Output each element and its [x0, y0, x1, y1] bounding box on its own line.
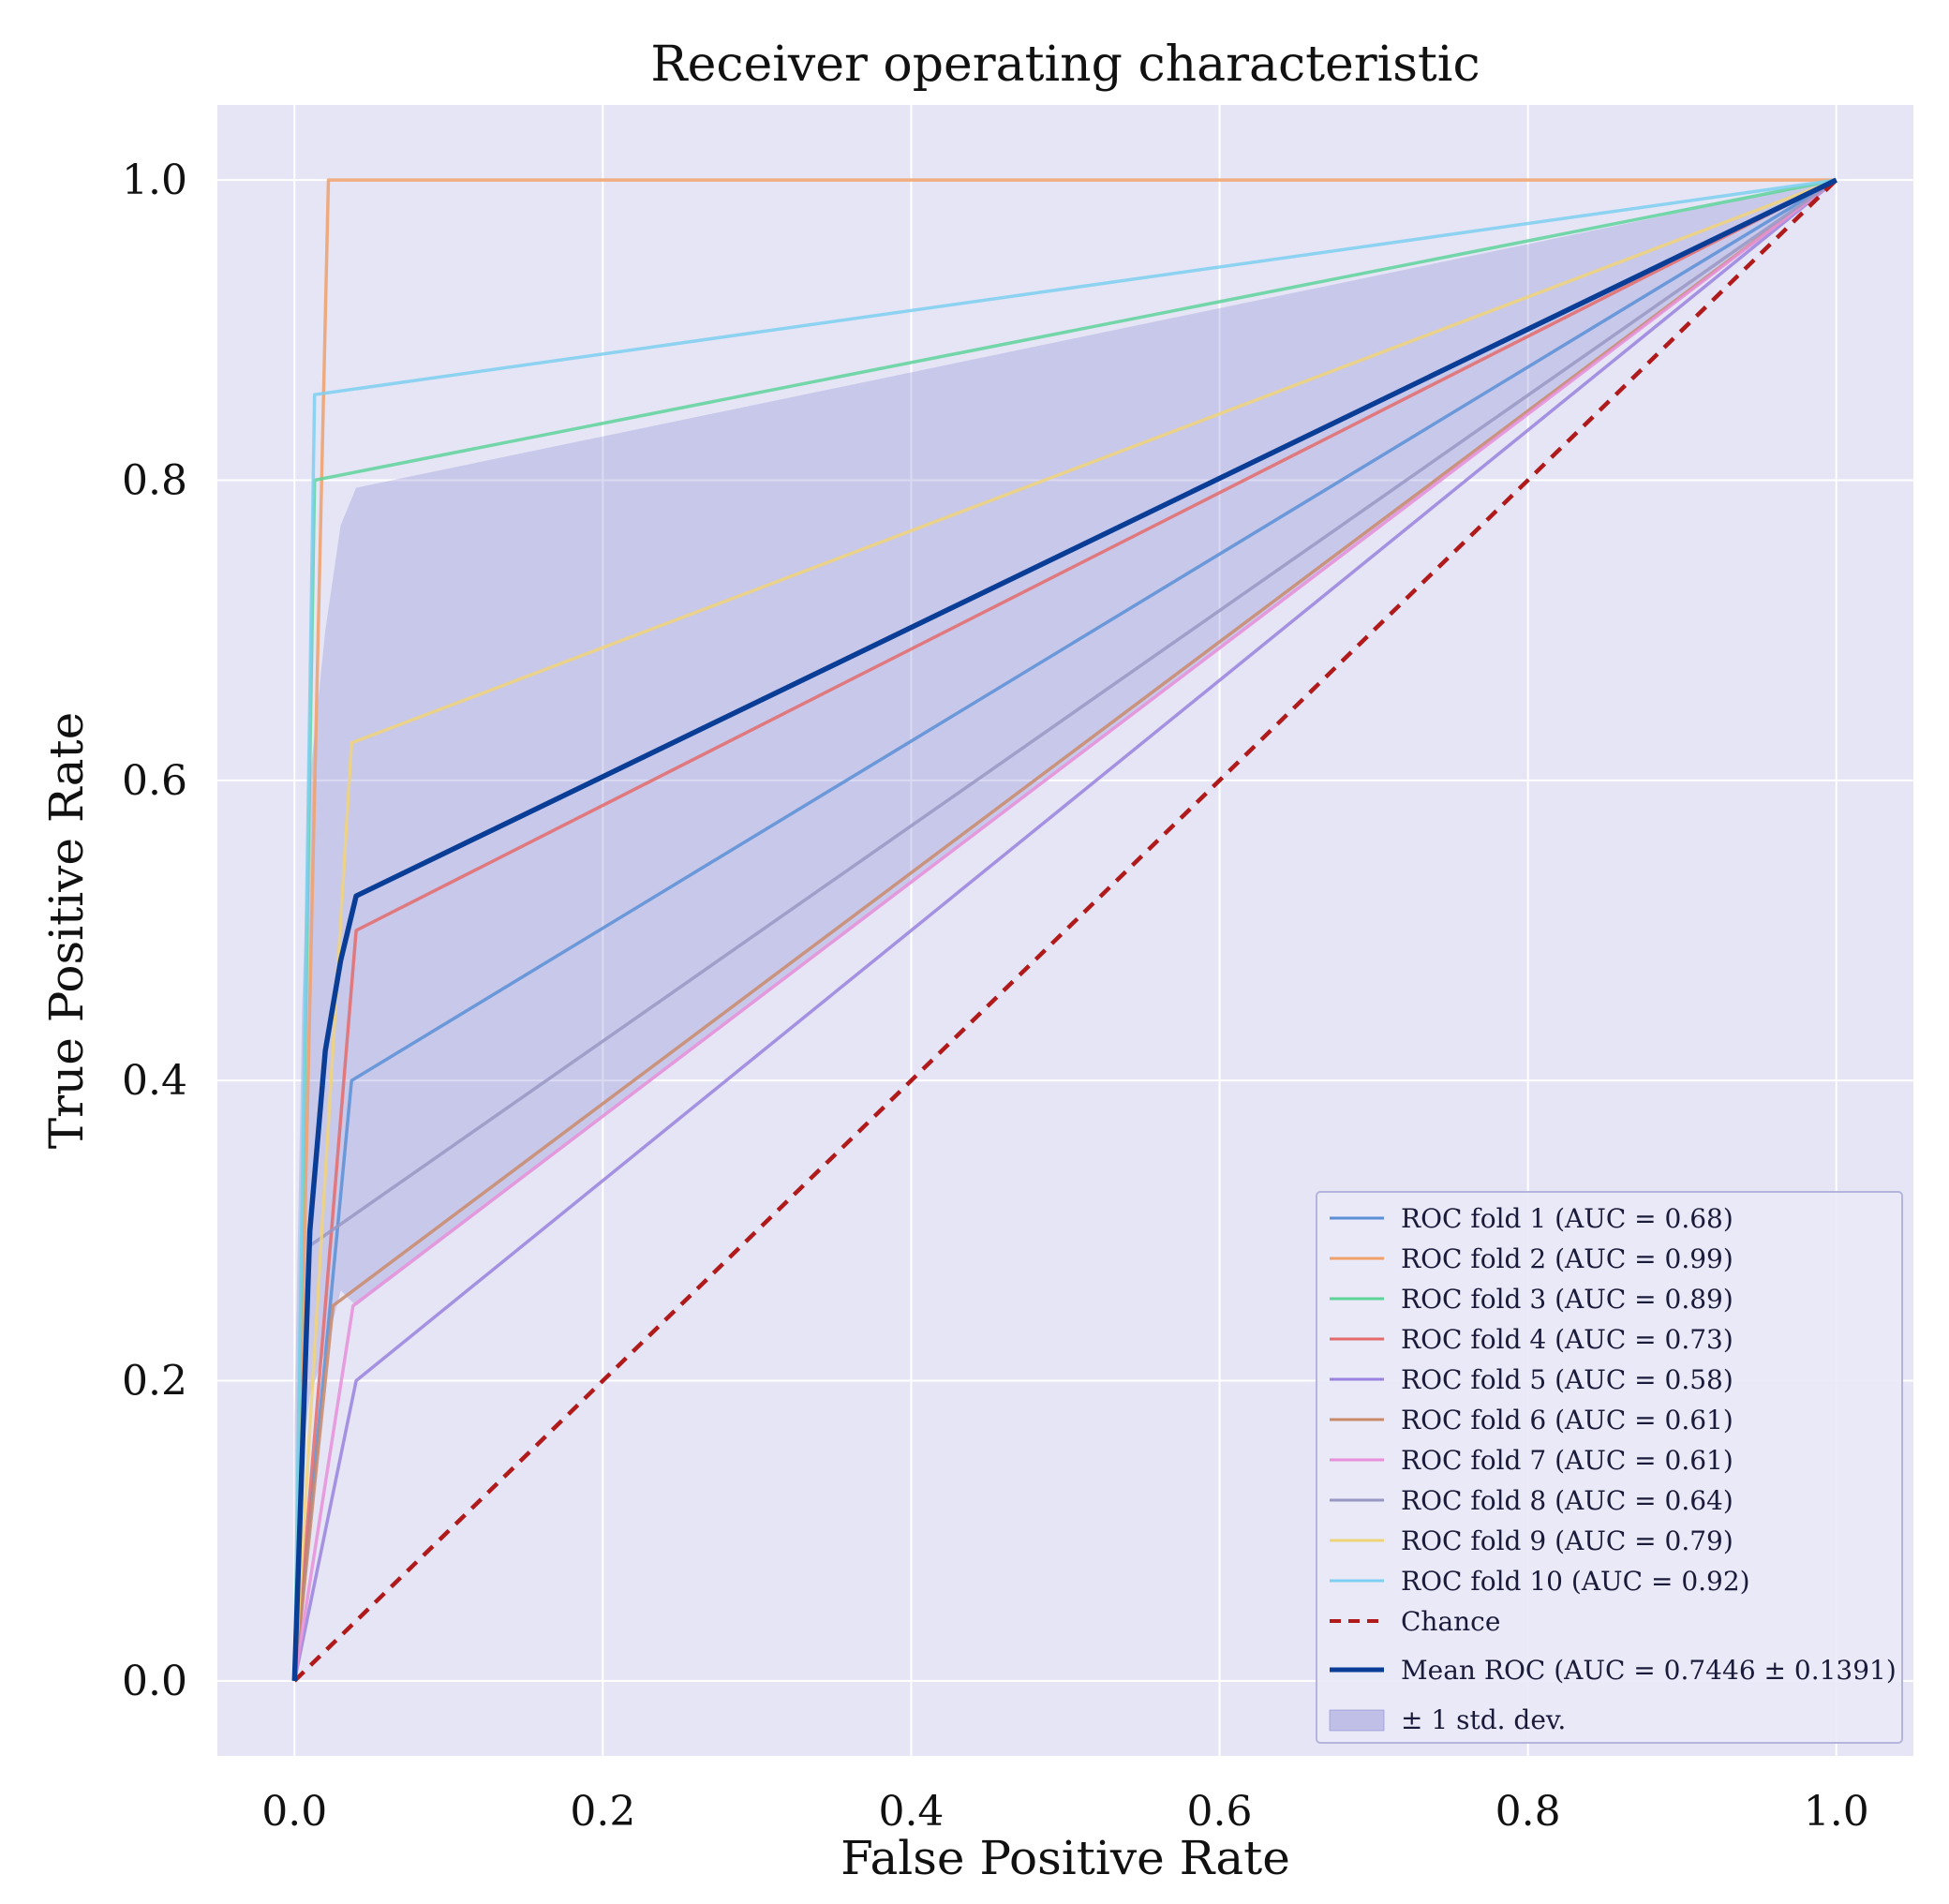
legend: ROC fold 1 (AUC = 0.68) ROC fold 2 (AUC =…	[1316, 1191, 1903, 1744]
legend-label: ROC fold 7 (AUC = 0.61)	[1401, 1445, 1733, 1476]
y-tick-labels: 0.0 0.2 0.4 0.6 0.8 1.0	[122, 156, 187, 1705]
roc-fold-7-line	[292, 178, 1837, 1682]
legend-item-fold-7: ROC fold 7 (AUC = 0.61)	[1330, 1445, 1733, 1476]
legend-label: ROC fold 3 (AUC = 0.89)	[1401, 1284, 1733, 1315]
legend-label: ROC fold 9 (AUC = 0.79)	[1401, 1525, 1733, 1556]
y-tick-label: 1.0	[122, 156, 187, 204]
x-tick-label: 0.6	[1187, 1788, 1253, 1836]
chart-title: Receiver operating characteristic	[650, 37, 1480, 93]
legend-item-fold-9: ROC fold 9 (AUC = 0.79)	[1330, 1525, 1733, 1556]
x-tick-label: 0.4	[878, 1788, 944, 1836]
mean-roc-line	[291, 177, 1837, 1681]
legend-label: Chance	[1401, 1606, 1500, 1637]
legend-item-fold-1: ROC fold 1 (AUC = 0.68)	[1330, 1203, 1733, 1234]
legend-item-fold-2: ROC fold 2 (AUC = 0.99)	[1330, 1243, 1733, 1274]
legend-box	[1316, 1191, 1903, 1744]
legend-item-fold-5: ROC fold 5 (AUC = 0.58)	[1330, 1364, 1733, 1395]
legend-item-std-dev: ± 1 std. dev.	[1329, 1704, 1566, 1735]
legend-item-fold-8: ROC fold 8 (AUC = 0.64)	[1330, 1485, 1733, 1516]
legend-label: Mean ROC (AUC = 0.7446 ± 0.1391)	[1401, 1655, 1897, 1686]
legend-item-mean-roc: Mean ROC (AUC = 0.7446 ± 0.1391)	[1330, 1655, 1897, 1686]
roc-fold-6-line	[292, 178, 1837, 1682]
legend-item-fold-10: ROC fold 10 (AUC = 0.92)	[1330, 1566, 1750, 1597]
x-tick-label: 0.0	[261, 1788, 327, 1836]
legend-swatch	[1329, 1709, 1385, 1732]
legend-item-fold-3: ROC fold 3 (AUC = 0.89)	[1330, 1284, 1733, 1315]
legend-label: ROC fold 6 (AUC = 0.61)	[1401, 1405, 1733, 1435]
mean-roc-layer	[291, 177, 1837, 1681]
x-tick-label: 1.0	[1804, 1788, 1869, 1836]
legend-label: ROC fold 10 (AUC = 0.92)	[1401, 1566, 1750, 1597]
y-tick-label: 0.8	[122, 456, 187, 504]
roc-fold-10-line	[292, 178, 1837, 1681]
legend-item-chance: Chance	[1330, 1606, 1500, 1637]
roc-fold-4-line	[292, 178, 1837, 1682]
x-axis-label: False Positive Rate	[841, 1831, 1290, 1885]
y-tick-label: 0.0	[122, 1658, 187, 1705]
legend-label: ROC fold 1 (AUC = 0.68)	[1401, 1203, 1733, 1234]
x-tick-labels: 0.0 0.2 0.4 0.6 0.8 1.0	[261, 1788, 1868, 1836]
y-tick-label: 0.6	[122, 757, 187, 805]
legend-item-fold-6: ROC fold 6 (AUC = 0.61)	[1330, 1405, 1733, 1435]
roc-fold-2-line	[292, 178, 1837, 1681]
std-band	[294, 180, 1837, 1681]
legend-label: ROC fold 4 (AUC = 0.73)	[1401, 1324, 1733, 1355]
y-tick-label: 0.2	[122, 1358, 187, 1406]
roc-fold-5-line	[292, 178, 1837, 1682]
legend-item-fold-4: ROC fold 4 (AUC = 0.73)	[1330, 1324, 1733, 1355]
x-tick-label: 0.8	[1495, 1788, 1561, 1836]
y-tick-label: 0.4	[122, 1057, 187, 1105]
roc-fold-9-line	[292, 178, 1837, 1682]
legend-label: ROC fold 5 (AUC = 0.58)	[1401, 1364, 1733, 1395]
y-axis-label: True Positive Rate	[39, 712, 94, 1149]
legend-label: ROC fold 2 (AUC = 0.99)	[1401, 1243, 1733, 1274]
legend-label: ± 1 std. dev.	[1401, 1704, 1566, 1735]
x-tick-label: 0.2	[570, 1788, 635, 1836]
legend-label: ROC fold 8 (AUC = 0.64)	[1401, 1485, 1733, 1516]
std-band-layer	[294, 180, 1837, 1681]
